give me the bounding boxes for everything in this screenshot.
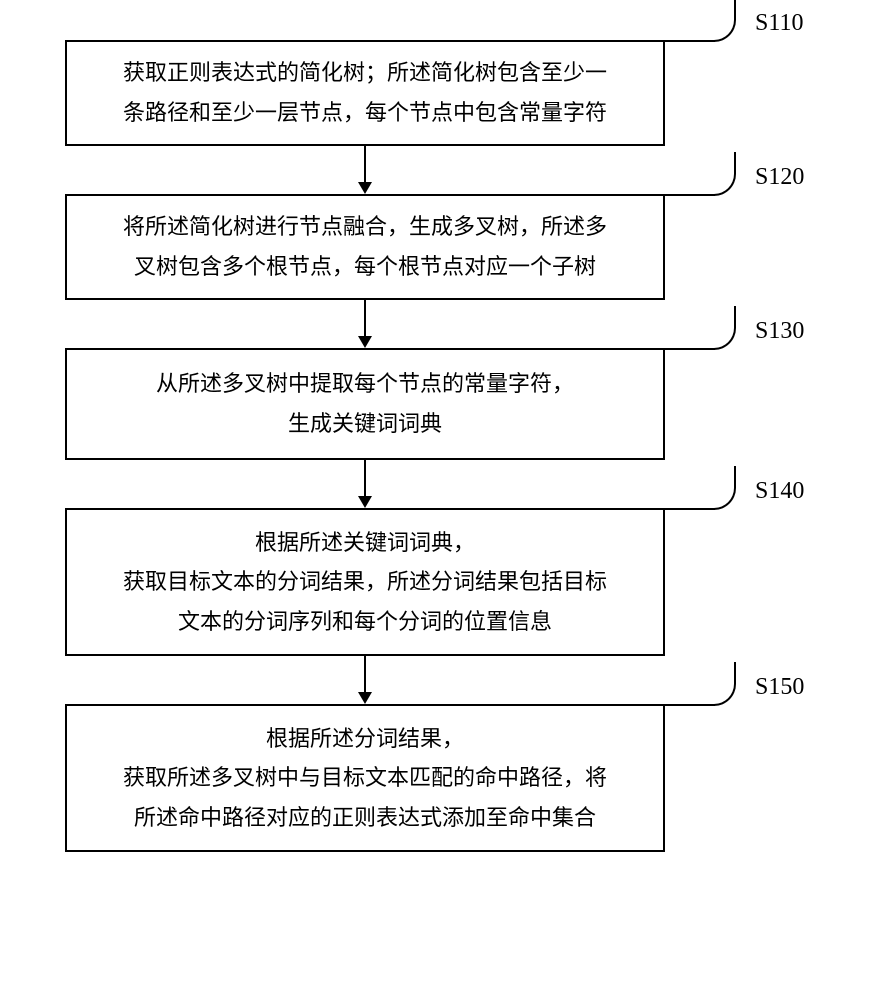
flow-node-s110: 获取正则表达式的简化树；所述简化树包含至少一 条路径和至少一层节点，每个节点中包… <box>65 40 665 146</box>
callout-h <box>665 348 715 350</box>
step-label-s140: S140 <box>755 478 804 505</box>
arrow-line <box>364 460 366 496</box>
callout-v <box>734 306 736 328</box>
arrow-line <box>364 300 366 336</box>
flow-node-s130: 从所述多叉树中提取每个节点的常量字符， 生成关键词词典 <box>65 348 665 460</box>
flow-node-text: 根据所述关键词词典， 获取目标文本的分词结果，所述分词结果包括目标 文本的分词序… <box>81 523 649 642</box>
flow-node-s140: 根据所述关键词词典， 获取目标文本的分词结果，所述分词结果包括目标 文本的分词序… <box>65 508 665 656</box>
arrow-head-icon <box>358 496 372 508</box>
arrow-head-icon <box>358 336 372 348</box>
callout-v <box>734 152 736 174</box>
callout-curve <box>714 20 736 42</box>
callout-curve <box>714 684 736 706</box>
step-label-s150: S150 <box>755 674 804 701</box>
callout-h <box>665 40 715 42</box>
callout-v <box>734 662 736 684</box>
flow-node-text: 将所述简化树进行节点融合，生成多叉树，所述多 叉树包含多个根节点，每个根节点对应… <box>81 207 649 286</box>
arrow-line <box>364 656 366 692</box>
flow-node-text: 获取正则表达式的简化树；所述简化树包含至少一 条路径和至少一层节点，每个节点中包… <box>81 53 649 132</box>
flow-node-text: 从所述多叉树中提取每个节点的常量字符， 生成关键词词典 <box>81 364 649 443</box>
callout-h <box>665 704 715 706</box>
step-label-s110: S110 <box>755 10 803 37</box>
callout-v <box>734 0 736 20</box>
flow-node-s120: 将所述简化树进行节点融合，生成多叉树，所述多 叉树包含多个根节点，每个根节点对应… <box>65 194 665 300</box>
flow-node-text: 根据所述分词结果， 获取所述多叉树中与目标文本匹配的命中路径，将 所述命中路径对… <box>81 719 649 838</box>
callout-curve <box>714 174 736 196</box>
callout-curve <box>714 328 736 350</box>
arrow-head-icon <box>358 182 372 194</box>
step-label-s130: S130 <box>755 318 804 345</box>
flow-node-s150: 根据所述分词结果， 获取所述多叉树中与目标文本匹配的命中路径，将 所述命中路径对… <box>65 704 665 852</box>
arrow-head-icon <box>358 692 372 704</box>
callout-h <box>665 194 715 196</box>
callout-h <box>665 508 715 510</box>
callout-curve <box>714 488 736 510</box>
step-label-s120: S120 <box>755 164 804 191</box>
callout-v <box>734 466 736 488</box>
arrow-line <box>364 146 366 182</box>
